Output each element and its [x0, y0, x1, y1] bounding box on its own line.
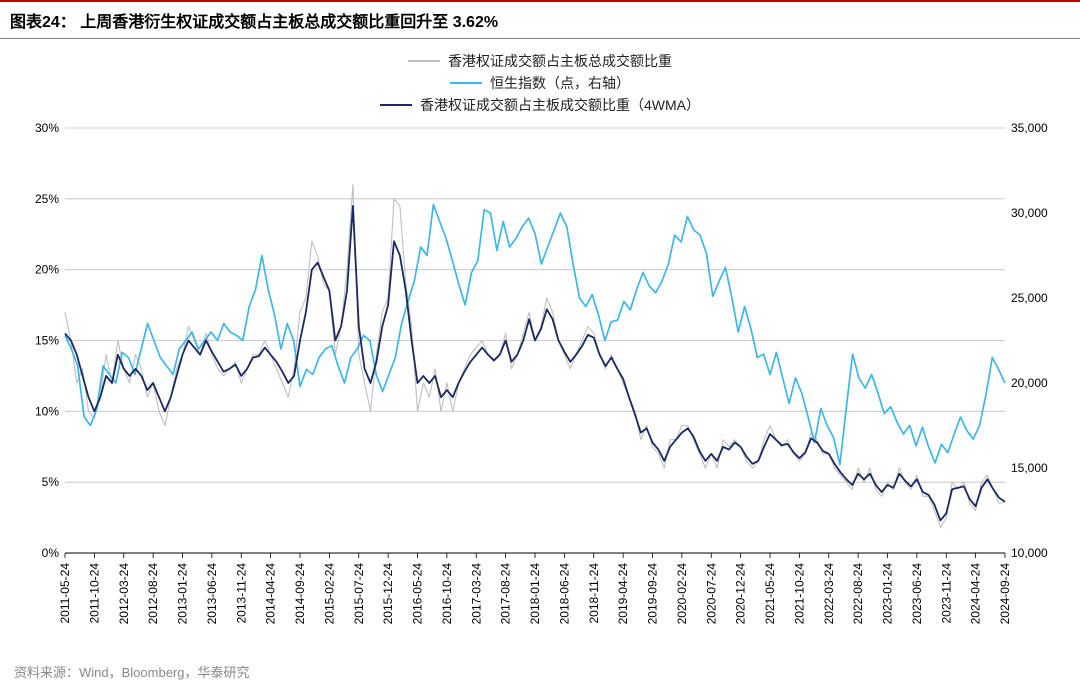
legend-label-s2: 恒生指数（点，右轴） [490, 73, 630, 93]
svg-text:2016-05-24: 2016-05-24 [411, 563, 425, 625]
svg-text:2019-09-24: 2019-09-24 [646, 563, 660, 625]
svg-text:2012-03-24: 2012-03-24 [117, 563, 131, 625]
svg-text:2018-01-24: 2018-01-24 [528, 563, 542, 625]
svg-text:2019-04-24: 2019-04-24 [616, 563, 630, 625]
legend-label-s3: 香港权证成交额占主板成交额比重（4WMA） [420, 95, 700, 115]
svg-text:2018-06-24: 2018-06-24 [557, 563, 571, 625]
svg-text:2023-06-24: 2023-06-24 [910, 563, 924, 625]
legend: 香港权证成交额占主板总成交额比重 恒生指数（点，右轴） 香港权证成交额占主板成交… [0, 39, 1080, 123]
chart-area: 0% 5% 10% 15% 20% 25% 30% 10,000 15,000 20,000 25,… [10, 123, 1070, 658]
svg-text:2017-08-24: 2017-08-24 [499, 563, 513, 625]
svg-text:2024-09-24: 2024-09-24 [998, 563, 1012, 625]
svg-text:20%: 20% [35, 263, 59, 277]
svg-text:30,000: 30,000 [1011, 206, 1048, 220]
svg-text:2012-08-24: 2012-08-24 [146, 563, 160, 625]
svg-text:25%: 25% [35, 192, 59, 206]
legend-swatch-s1 [408, 60, 440, 62]
svg-text:15%: 15% [35, 334, 59, 348]
chart-svg: 0% 5% 10% 15% 20% 25% 30% 10,000 15,000 20,000 25,… [10, 123, 1070, 658]
svg-text:2023-01-24: 2023-01-24 [881, 563, 895, 625]
svg-text:10%: 10% [35, 404, 59, 418]
svg-text:2015-07-24: 2015-07-24 [352, 563, 366, 625]
svg-text:2018-11-24: 2018-11-24 [587, 563, 601, 624]
svg-text:30%: 30% [35, 123, 59, 135]
title-prefix: 图表24： [10, 14, 76, 31]
svg-text:2021-05-24: 2021-05-24 [763, 563, 777, 625]
svg-text:2017-03-24: 2017-03-24 [469, 563, 483, 625]
svg-text:2023-11-24: 2023-11-24 [939, 563, 953, 624]
source-line: 资料来源：Wind，Bloomberg，华泰研究 [0, 658, 1080, 681]
svg-text:2021-10-24: 2021-10-24 [792, 563, 806, 625]
svg-text:5%: 5% [42, 475, 60, 489]
svg-text:2011-05-24: 2011-05-24 [58, 563, 72, 624]
chart-title: 图表24： 上周香港衍生权证成交额占主板总成交额比重回升至 3.62% [0, 0, 1080, 39]
legend-swatch-s3 [380, 104, 412, 106]
svg-text:25,000: 25,000 [1011, 291, 1048, 305]
svg-text:2016-10-24: 2016-10-24 [440, 563, 454, 625]
legend-label-s1: 香港权证成交额占主板总成交额比重 [448, 51, 672, 71]
svg-text:10,000: 10,000 [1011, 546, 1048, 560]
svg-text:2013-11-24: 2013-11-24 [234, 563, 248, 624]
svg-text:2015-12-24: 2015-12-24 [381, 563, 395, 625]
svg-text:2014-04-24: 2014-04-24 [264, 563, 278, 625]
svg-text:35,000: 35,000 [1011, 123, 1048, 135]
legend-item-s3: 香港权证成交额占主板成交额比重（4WMA） [0, 95, 1080, 115]
legend-item-s1: 香港权证成交额占主板总成交额比重 [0, 51, 1080, 71]
svg-text:2015-02-24: 2015-02-24 [322, 563, 336, 625]
svg-text:2024-04-24: 2024-04-24 [969, 563, 983, 625]
svg-text:2011-10-24: 2011-10-24 [87, 563, 101, 624]
svg-text:2022-08-24: 2022-08-24 [851, 563, 865, 625]
svg-text:20,000: 20,000 [1011, 376, 1048, 390]
title-text: 上周香港衍生权证成交额占主板总成交额比重回升至 3.62% [80, 14, 498, 31]
svg-text:2022-03-24: 2022-03-24 [822, 563, 836, 625]
legend-item-s2: 恒生指数（点，右轴） [0, 73, 1080, 93]
legend-swatch-s2 [450, 82, 482, 84]
svg-text:2020-02-24: 2020-02-24 [675, 563, 689, 625]
svg-text:0%: 0% [42, 546, 60, 560]
svg-text:2020-12-24: 2020-12-24 [734, 563, 748, 625]
svg-text:2013-06-24: 2013-06-24 [205, 563, 219, 625]
svg-text:15,000: 15,000 [1011, 461, 1048, 475]
svg-text:2014-09-24: 2014-09-24 [293, 563, 307, 625]
svg-text:2013-01-24: 2013-01-24 [176, 563, 190, 625]
svg-text:2020-07-24: 2020-07-24 [704, 563, 718, 625]
